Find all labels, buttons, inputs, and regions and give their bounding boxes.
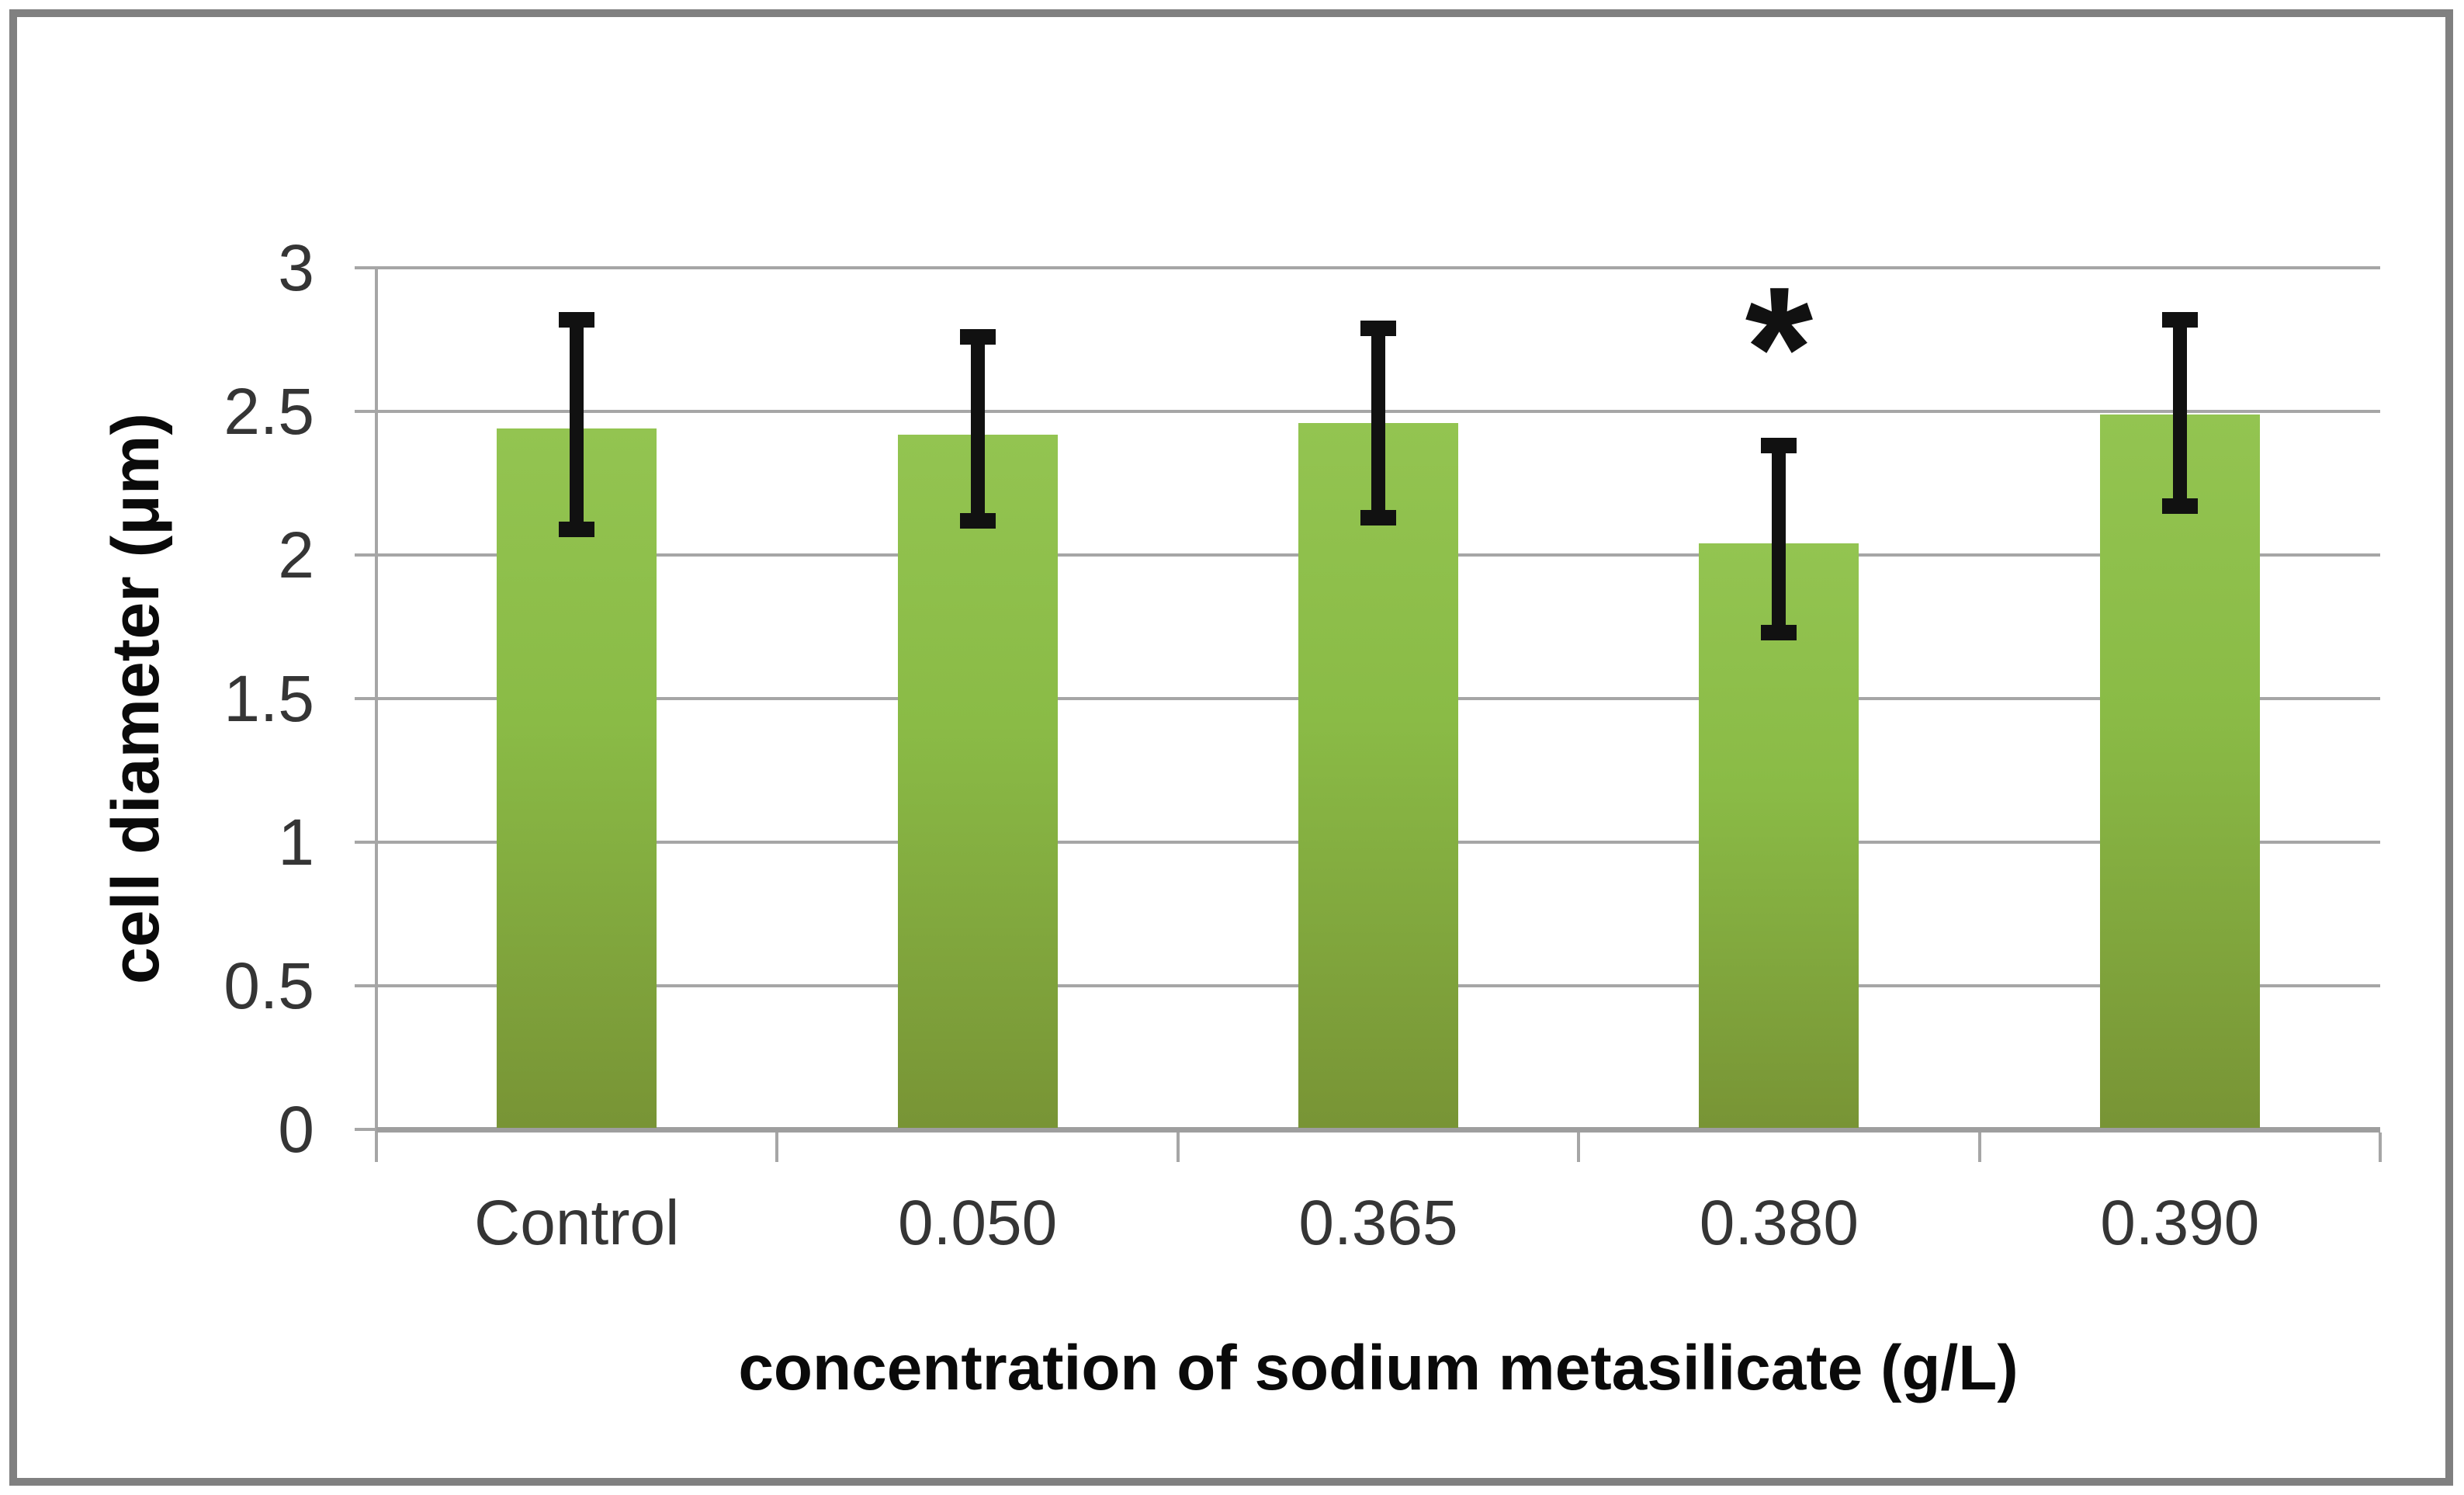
error-bar-stem — [1371, 328, 1385, 518]
error-bar-cap-top — [1761, 438, 1797, 454]
y-tick-mark — [355, 410, 376, 413]
error-bar-stem — [2172, 319, 2187, 507]
x-axis-title: concentration of sodium metasilicate (g/… — [738, 1333, 2019, 1403]
bar-0.050 — [897, 434, 1058, 1128]
x-tick-mark — [2379, 1133, 2382, 1162]
x-tick-mark — [375, 1133, 378, 1162]
bar-Control — [497, 428, 657, 1128]
x-tick-mark — [1577, 1133, 1581, 1162]
x-tick-label: Control — [474, 1188, 680, 1258]
x-tick-mark — [1977, 1133, 1981, 1162]
error-bar-cap-bottom — [1360, 509, 1396, 526]
x-tick-label: 0.365 — [1298, 1188, 1458, 1258]
error-bar-cap-top — [2161, 311, 2198, 328]
y-tick-mark — [355, 697, 376, 700]
y-axis-line — [375, 268, 378, 1151]
y-tick-label: 0 — [278, 1093, 314, 1166]
error-bar-cap-top — [959, 328, 996, 345]
y-tick-label: 2.5 — [224, 375, 314, 448]
y-tick-mark — [355, 984, 376, 987]
error-bar-cap-bottom — [959, 512, 996, 529]
x-tick-mark — [1176, 1133, 1180, 1162]
y-tick-label: 0.5 — [224, 949, 314, 1022]
error-bar-stem — [970, 336, 985, 521]
x-axis-line — [376, 1127, 2380, 1133]
bar-0.390 — [2099, 414, 2260, 1128]
bar-0.365 — [1298, 422, 1458, 1128]
x-tick-label: 0.390 — [2100, 1188, 2260, 1258]
y-tick-label: 3 — [278, 231, 314, 304]
bar-0.380 — [1699, 543, 1859, 1128]
error-bar-cap-bottom — [559, 521, 595, 537]
error-bar-cap-top — [559, 311, 595, 328]
y-tick-mark — [355, 266, 376, 269]
error-bar-cap-top — [1360, 320, 1396, 336]
y-tick-mark — [355, 1128, 376, 1131]
error-bar-stem — [1772, 446, 1786, 633]
x-tick-label: 0.050 — [897, 1188, 1058, 1258]
y-tick-mark — [355, 553, 376, 557]
x-tick-mark — [775, 1133, 779, 1162]
y-tick-label: 1 — [278, 806, 314, 879]
error-bar-cap-bottom — [2161, 498, 2198, 515]
y-tick-label: 2 — [278, 519, 314, 591]
y-tick-label: 1.5 — [224, 662, 314, 735]
x-tick-label: 0.380 — [1699, 1188, 1859, 1258]
y-tick-mark — [355, 841, 376, 844]
error-bar-stem — [570, 319, 584, 529]
error-bar-cap-bottom — [1761, 624, 1797, 640]
gridline — [376, 266, 2380, 269]
significance-asterisk: * — [1745, 250, 1814, 446]
